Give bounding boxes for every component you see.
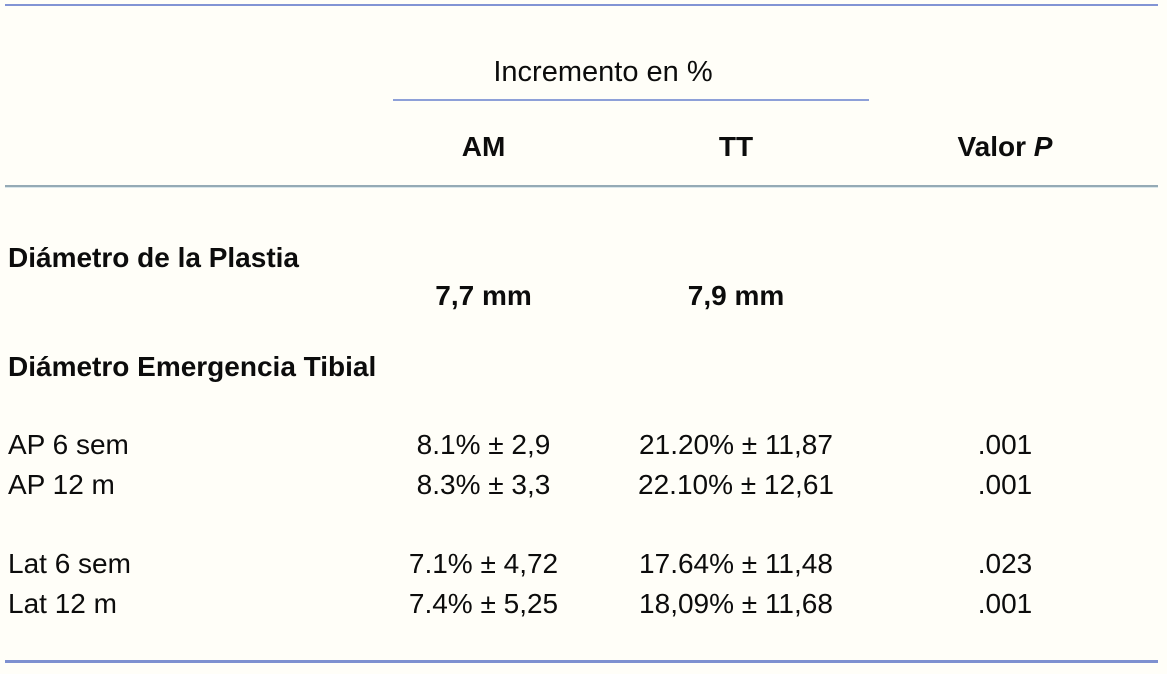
column-header-tt: TT	[718, 131, 754, 162]
table-row: Lat 6 sem 7.1% ± 4,72 17.64% ± 11,48 .02…	[0, 548, 1167, 580]
valor-label: Valor	[957, 131, 1026, 162]
cell-am	[385, 351, 582, 383]
cell-tt-ap-12-m: 22.10% ± 12,61	[638, 469, 834, 500]
column-header-valor-p: Valor P	[890, 131, 1120, 163]
bottom-rule	[5, 660, 1158, 663]
cell-p	[890, 242, 1120, 274]
table-row: 7,7 mm 7,9 mm	[0, 280, 1167, 312]
cell-am-lat-12-m: 7.4% ± 5,25	[408, 588, 559, 619]
cell-p-ap-12-m: .001	[977, 469, 1033, 500]
cell-am-lat-6-sem: 7.1% ± 4,72	[408, 548, 559, 579]
cell-p-lat-12-m: .001	[977, 588, 1033, 619]
cell-am-ap-12-m: 8.3% ± 3,3	[416, 469, 551, 500]
row-label-ap-6-sem: AP 6 sem	[8, 429, 129, 460]
top-rule	[5, 4, 1158, 6]
row-label-ap-12-m: AP 12 m	[8, 469, 115, 500]
cell-p-ap-6-sem: .001	[977, 429, 1033, 460]
group-header-underline	[393, 99, 869, 101]
cell-am-ap-6-sem: 8.1% ± 2,9	[416, 429, 551, 460]
row-label-diametro-emergencia-tibial: Diámetro Emergencia Tibial	[8, 351, 377, 382]
header-divider-rule	[5, 185, 1158, 188]
row-label-lat-12-m: Lat 12 m	[8, 588, 117, 619]
p-symbol: P	[1033, 131, 1053, 162]
row-label-lat-6-sem: Lat 6 sem	[8, 548, 131, 579]
cell-tt-ap-6-sem: 21.20% ± 11,87	[639, 429, 833, 460]
column-header-row: AM TT Valor P	[0, 131, 1167, 163]
column-header-am: AM	[461, 131, 506, 162]
table-row: Lat 12 m 7.4% ± 5,25 18,09% ± 11,68 .001	[0, 588, 1167, 620]
cell-tt-lat-6-sem: 17.64% ± 11,48	[639, 548, 833, 579]
column-header-empty	[0, 131, 385, 163]
table-row: AP 6 sem 8.1% ± 2,9 21.20% ± 11,87 .001	[0, 429, 1167, 461]
group-header-incremento: Incremento en %	[493, 56, 713, 88]
cell-p-lat-6-sem: .023	[977, 548, 1033, 579]
cell-tt	[582, 242, 890, 274]
row-label-empty	[0, 280, 385, 312]
table-row: Diámetro de la Plastia	[0, 242, 1167, 274]
table-row: AP 12 m 8.3% ± 3,3 22.10% ± 12,61 .001	[0, 469, 1167, 501]
row-label-diametro-plastia: Diámetro de la Plastia	[8, 242, 300, 273]
table-row: Diámetro Emergencia Tibial	[0, 351, 1167, 383]
cell-tt	[582, 351, 890, 383]
cell-am-plastia-diameter: 7,7 mm	[435, 280, 532, 311]
cell-am	[385, 242, 582, 274]
cell-p	[890, 280, 1120, 312]
cell-tt-plastia-diameter: 7,9 mm	[687, 280, 785, 311]
cell-tt-lat-12-m: 18,09% ± 11,68	[639, 588, 833, 619]
cell-p	[890, 351, 1120, 383]
